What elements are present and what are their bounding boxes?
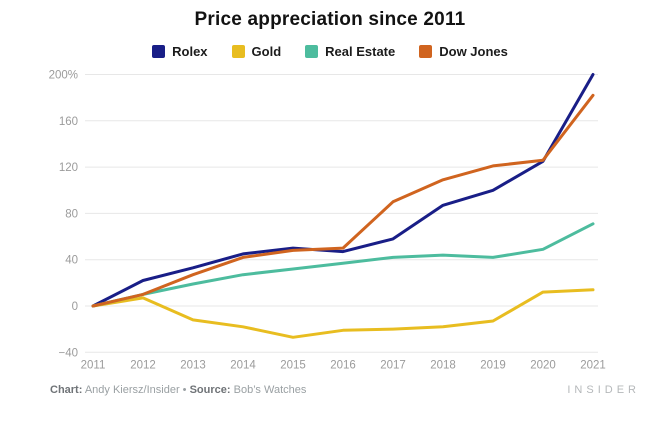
legend-swatch-real-estate (305, 45, 319, 58)
x-tick-label-2011: 2011 (81, 359, 106, 371)
legend-item-dow-jones: Dow Jones (419, 44, 508, 59)
legend-item-real-estate: Real Estate (305, 44, 395, 59)
credit-chart-value: Andy Kiersz/Insider (82, 384, 183, 396)
legend-swatch-rolex (152, 45, 166, 58)
y-tick-label-160: 160 (59, 116, 78, 128)
credit-source-label: Source: (189, 384, 231, 396)
x-tick-label-2018: 2018 (430, 359, 456, 371)
x-tick-label-2017: 2017 (380, 359, 406, 371)
y-tick-label--40: −40 (58, 347, 78, 359)
x-tick-label-2015: 2015 (280, 359, 306, 371)
y-tick-label-120: 120 (59, 162, 78, 174)
legend-label-rolex: Rolex (172, 44, 208, 59)
x-tick-label-2019: 2019 (480, 359, 506, 371)
x-tick-label-2021: 2021 (580, 359, 606, 371)
legend-swatch-gold (231, 45, 245, 58)
series-line-dow-jones (91, 93, 595, 308)
credit-source-value: Bob’s Watches (230, 384, 307, 396)
insider-logo: INSIDER (567, 384, 640, 396)
x-tick-label-2016: 2016 (330, 359, 356, 371)
footer: Chart: Andy Kiersz/Insider • Source: Bob… (50, 384, 640, 396)
x-tick-label-2012: 2012 (130, 359, 156, 371)
credit-separator: • (182, 384, 190, 396)
legend-item-gold: Gold (231, 44, 282, 59)
x-tick-label-2014: 2014 (230, 359, 256, 371)
credit-chart-label: Chart: (50, 384, 83, 396)
y-tick-label-80: 80 (65, 208, 78, 220)
legend-item-rolex: Rolex (152, 44, 208, 59)
credit-line: Chart: Andy Kiersz/Insider • Source: Bob… (50, 384, 306, 396)
y-tick-label-40: 40 (65, 255, 78, 267)
line-chart: −40 0 40 80 120 160 200% 2011 2012 2013 2014 2015 20… (49, 70, 606, 372)
y-tick-label-200: 200% (49, 70, 78, 82)
legend-label-dow-jones: Dow Jones (439, 44, 508, 59)
series-line-gold (91, 288, 595, 339)
x-tick-label-2020: 2020 (530, 359, 556, 371)
legend-label-gold: Gold (251, 44, 282, 59)
legend-label-real-estate: Real Estate (325, 44, 396, 59)
legend-swatch-dow-jones (419, 45, 433, 58)
series-line-rolex (91, 73, 595, 308)
y-tick-label-0: 0 (72, 301, 78, 313)
chart-title: Price appreciation since 2011 (194, 9, 466, 30)
x-tick-label-2013: 2013 (180, 359, 206, 371)
series-line-real-estate (91, 222, 595, 308)
legend: Rolex Gold Real Estate Dow Jones (0, 44, 660, 59)
